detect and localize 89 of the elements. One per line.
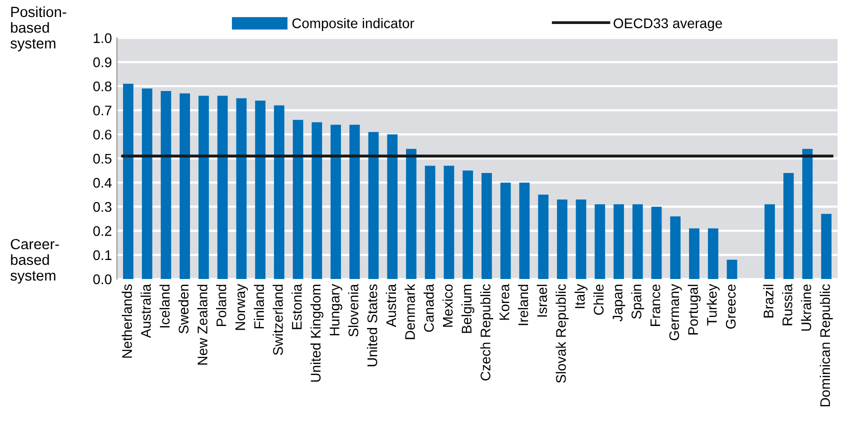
bar: [519, 182, 530, 280]
bar: [142, 88, 152, 280]
x-tick-label: Ukraine: [800, 284, 812, 331]
x-tick-label: Germany: [669, 284, 682, 340]
x-tick-label: Canada: [424, 284, 434, 332]
x-tick-label: Czech Republic: [480, 284, 494, 380]
x-tick-label: Portugal: [688, 284, 701, 334]
bar: [500, 182, 511, 280]
x-tick-label: Korea: [500, 284, 510, 320]
bar: [764, 204, 775, 280]
bar: [236, 98, 247, 280]
bar: [614, 204, 624, 280]
x-tick-label: Turkey: [706, 284, 720, 326]
x-tick-label: New Zealand: [197, 284, 208, 365]
x-tick-label: Australia: [140, 284, 151, 338]
x-tick-label: Israel: [536, 284, 548, 317]
y-tick-label: 0.6: [93, 130, 112, 140]
y-tick-label: 0.7: [93, 106, 112, 116]
bar: [726, 260, 738, 280]
bar: [556, 199, 568, 280]
x-tick-label: Mexico: [442, 284, 453, 327]
y-tick-label: 1.0: [94, 33, 112, 44]
y-tick-label: 0.5: [93, 154, 112, 164]
bar: [538, 194, 548, 280]
x-tick-label: Slovak Republic: [556, 284, 569, 383]
text: Position- based system: [10, 6, 66, 52]
bar: [651, 206, 662, 280]
y-tick-label: 0.1: [93, 250, 112, 260]
x-tick-label: United States: [367, 284, 378, 366]
y-tick-label: 0.8: [93, 81, 112, 92]
bar: [368, 132, 379, 280]
bar: [670, 216, 681, 280]
bar: [349, 124, 360, 280]
bar: [180, 93, 190, 280]
x-tick-label: Ireland: [518, 284, 528, 326]
x-tick-label: Estonia: [292, 284, 302, 330]
legend-label: OECD33 average: [614, 18, 722, 31]
bar: [783, 172, 794, 280]
x-tick-label: Hungary: [330, 284, 342, 336]
x-tick-label: Switzerland: [272, 284, 283, 356]
bar: [312, 122, 322, 280]
x-tick-label: Netherlands: [122, 284, 132, 358]
bar: [198, 96, 209, 280]
bar: [462, 170, 474, 280]
x-tick-label: Sweden: [178, 284, 189, 334]
bar: [160, 90, 172, 280]
bar: [576, 199, 586, 280]
bar: [217, 96, 228, 280]
bar: [708, 228, 718, 280]
x-tick-label: Japan: [612, 284, 626, 322]
x-tick-label: Slovenia: [348, 284, 358, 337]
x-tick-label: Greece: [726, 284, 736, 329]
bar: [123, 84, 134, 280]
x-tick-label: Italy: [574, 284, 588, 308]
text: Career- based system: [10, 238, 59, 284]
x-tick-label: United Kingdom: [310, 284, 324, 382]
x-tick-label: Brazil: [763, 284, 774, 318]
x-tick-label: Finland: [254, 284, 264, 328]
bar: [444, 166, 454, 280]
bar: [689, 228, 700, 280]
y-tick-label: 0.9: [93, 57, 112, 68]
y-tick-label: 0.2: [93, 226, 112, 236]
x-tick-label: Poland: [216, 284, 226, 326]
bar: [632, 204, 643, 280]
bar: [821, 214, 832, 280]
bar: [482, 172, 492, 280]
bar: [424, 166, 436, 280]
bar: [387, 134, 398, 280]
x-tick-label: Belgium: [461, 284, 474, 333]
bar: [406, 148, 416, 280]
x-tick-label: Dominican Republic: [820, 284, 833, 406]
bar: [255, 100, 266, 280]
x-tick-label: Chile: [593, 284, 604, 315]
x-tick-label: France: [650, 284, 660, 326]
bar: [802, 148, 813, 280]
x-tick-label: Denmark: [404, 284, 415, 340]
y-tick-label: 0.0: [93, 274, 112, 284]
bar: [292, 120, 304, 280]
bar: [594, 204, 606, 280]
x-tick-label: Iceland: [159, 284, 170, 328]
bar: [330, 124, 341, 280]
bar: [274, 105, 284, 280]
x-tick-label: Russia: [782, 284, 792, 326]
y-tick-label: 0.3: [93, 202, 112, 212]
y-tick-label: 0.4: [93, 178, 112, 188]
legend-label: Composite indicator: [292, 18, 414, 31]
x-tick-label: Spain: [631, 284, 644, 319]
x-tick-label: Austria: [386, 284, 396, 328]
x-tick-label: Norway: [235, 284, 248, 330]
